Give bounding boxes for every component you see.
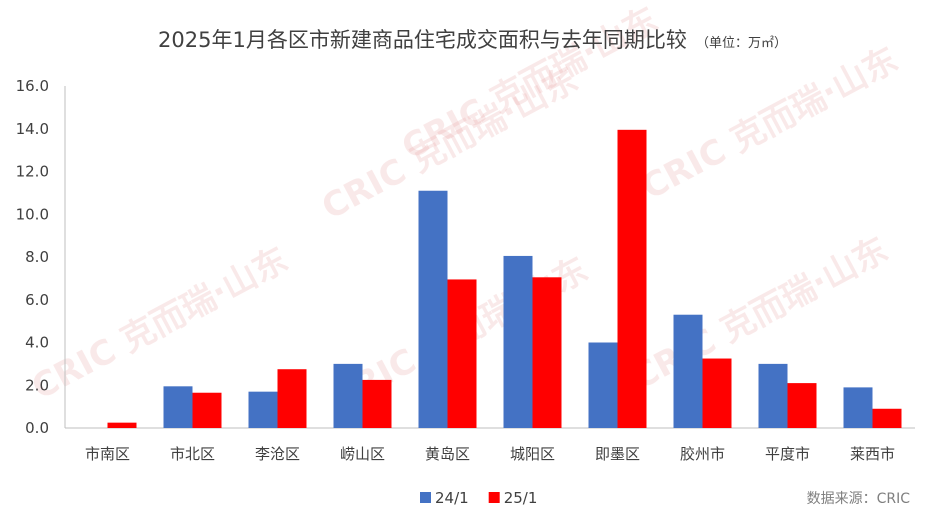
x-axis-labels: 市南区 市北区 李沧区 崂山区 黄岛区 城阳区 即墨区 胶州市 平度市 莱西市 xyxy=(85,445,895,463)
data-source-note: 数据来源：CRIC xyxy=(807,491,911,507)
bar-series-2 xyxy=(362,379,392,428)
bar-series-1 xyxy=(163,386,193,428)
bar-series xyxy=(107,129,902,428)
x-tick-label: 平度市 xyxy=(765,445,810,463)
chart-title: 2025年1月各区市新建商品住宅成交面积与去年同期比较 （单位：万㎡） xyxy=(158,28,787,52)
legend: 24/1 25/1 xyxy=(420,489,537,507)
x-tick-label: 李沧区 xyxy=(255,445,300,463)
y-tick-label: 6.0 xyxy=(25,291,49,309)
legend-label: 25/1 xyxy=(504,489,538,507)
x-tick-label: 市北区 xyxy=(170,445,215,463)
y-tick-label: 0.0 xyxy=(25,419,49,437)
x-tick-label: 黄岛区 xyxy=(425,445,470,463)
y-tick-label: 2.0 xyxy=(25,376,49,394)
x-tick-label: 胶州市 xyxy=(680,445,725,463)
bar-series-2 xyxy=(447,279,477,428)
bar-series-1 xyxy=(333,363,363,428)
x-tick-label: 即墨区 xyxy=(595,445,640,463)
bar-series-1 xyxy=(758,363,788,428)
legend-swatch xyxy=(420,492,431,503)
bar-series-1 xyxy=(248,391,278,428)
bar-series-2 xyxy=(617,129,647,428)
bar-series-2 xyxy=(107,422,137,428)
bar-series-2 xyxy=(872,408,902,428)
y-tick-label: 14.0 xyxy=(16,120,49,138)
y-tick-label: 10.0 xyxy=(16,205,49,223)
bar-series-2 xyxy=(532,277,562,428)
legend-swatch xyxy=(488,492,500,503)
chart-unit-note: （单位：万㎡） xyxy=(696,36,787,51)
x-tick-label: 城阳区 xyxy=(510,445,555,463)
y-tick-label: 4.0 xyxy=(25,334,49,352)
y-axis-labels: 0.0 2.0 4.0 6.0 8.0 10.0 12.0 14.0 16.0 xyxy=(16,77,49,437)
chart-title-main: 2025年1月各区市新建商品住宅成交面积与去年同期比较 xyxy=(158,28,687,52)
watermark-mark: CRIC 克而瑞·山东 xyxy=(25,240,294,408)
bar-series-1 xyxy=(673,314,703,428)
x-tick-label: 莱西市 xyxy=(850,445,895,463)
y-tick-label: 12.0 xyxy=(16,163,49,181)
bar-series-2 xyxy=(277,369,307,428)
bar-series-2 xyxy=(192,392,222,428)
x-tick-label: 市南区 xyxy=(85,445,130,463)
bar-series-1 xyxy=(588,342,618,428)
bar-series-1 xyxy=(418,190,448,428)
x-tick-label: 崂山区 xyxy=(340,445,385,463)
bar-series-2 xyxy=(787,383,817,428)
bar-series-1 xyxy=(503,255,533,428)
watermark-mark: CRIC 克而瑞·山东 xyxy=(635,40,904,208)
bar-series-1 xyxy=(843,387,873,428)
legend-label: 24/1 xyxy=(435,489,469,507)
bar-series-2 xyxy=(702,358,732,428)
y-tick-label: 16.0 xyxy=(16,77,49,95)
y-tick-label: 8.0 xyxy=(25,248,49,266)
